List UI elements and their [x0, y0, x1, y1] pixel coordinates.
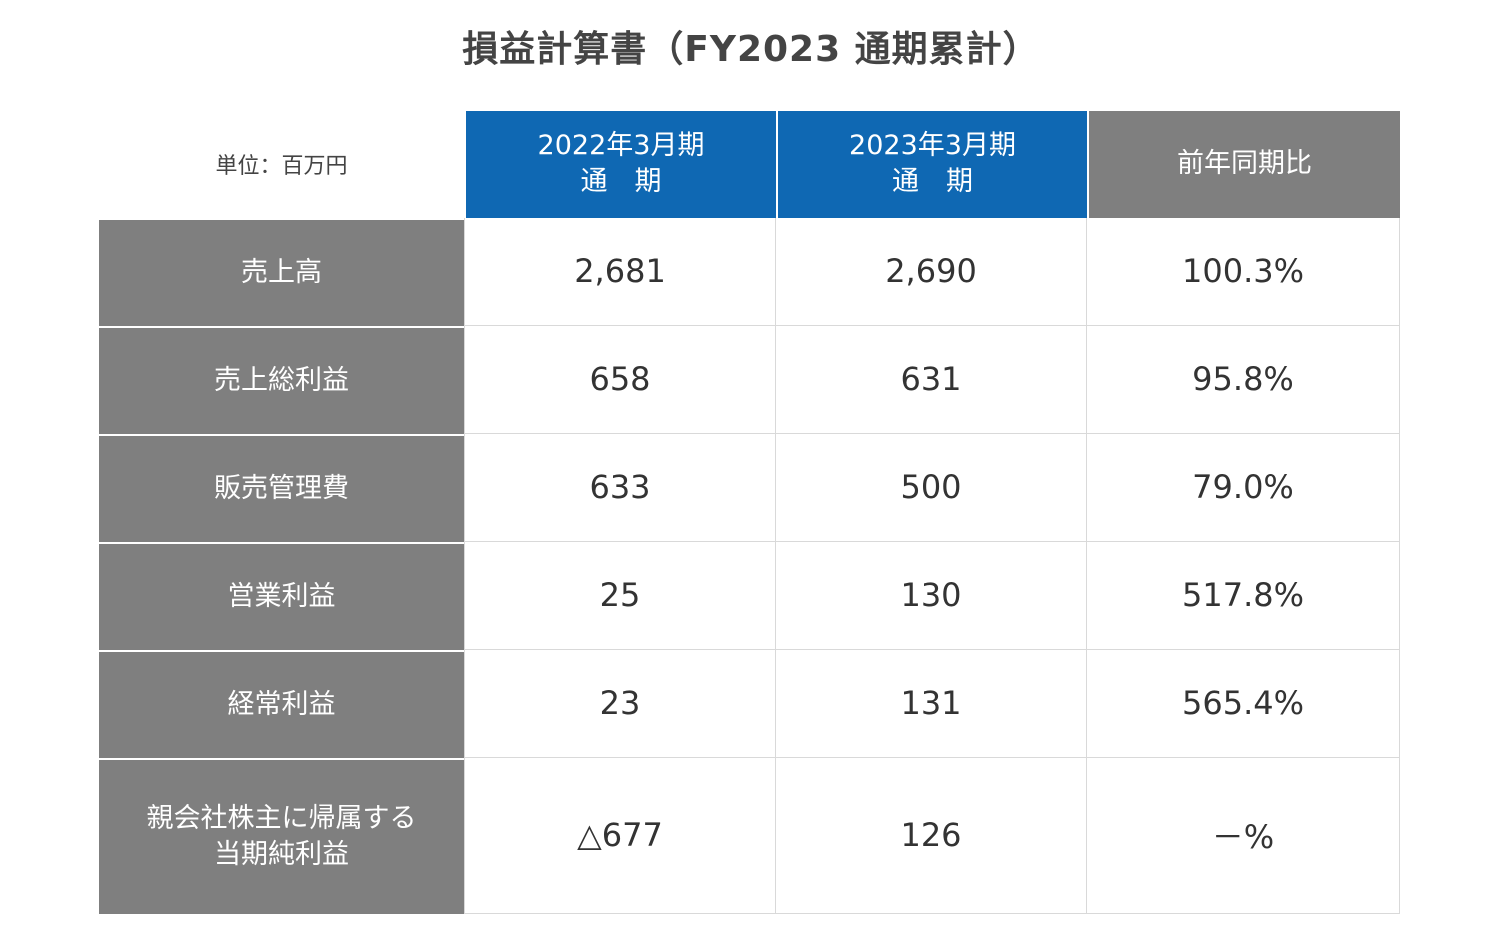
cell-fy2023: 2,690: [776, 217, 1087, 326]
row-label-line1: 親会社株主に帰属する: [146, 802, 417, 834]
cell-fy2023: 126: [776, 757, 1087, 914]
table-row: 売上総利益 658 631 95.8%: [99, 325, 1400, 434]
cell-fy2022: 633: [464, 433, 776, 542]
cell-fy2023: 131: [776, 649, 1087, 758]
column-header-fy2022-line2: 通 期: [580, 166, 662, 198]
cell-yoy: 100.3%: [1087, 217, 1400, 326]
row-label-line1: 経常利益: [227, 688, 336, 720]
row-label: 売上高: [99, 217, 464, 326]
row-label: 売上総利益: [99, 325, 464, 434]
cell-fy2022: 658: [464, 325, 776, 434]
table-row: 販売管理費 633 500 79.0%: [99, 433, 1400, 542]
row-label-line1: 販売管理費: [214, 472, 349, 504]
row-label: 販売管理費: [99, 433, 464, 542]
cell-yoy: 79.0%: [1087, 433, 1400, 542]
table-row: 売上高 2,681 2,690 100.3%: [99, 217, 1400, 326]
row-label-line1: 売上総利益: [214, 364, 349, 396]
page-title: 損益計算書（FY2023 通期累計）: [462, 29, 1040, 70]
cell-fy2022: 2,681: [464, 217, 776, 326]
table-row: 経常利益 23 131 565.4%: [99, 649, 1400, 758]
cell-yoy: 517.8%: [1087, 541, 1400, 650]
column-header-fy2022-line1: 2022年3月期: [537, 130, 705, 162]
cell-yoy: －%: [1087, 757, 1400, 914]
row-label: 経常利益: [99, 649, 464, 758]
cell-yoy: 565.4%: [1087, 649, 1400, 758]
column-header-yoy-line1: 前年同期比: [1177, 148, 1312, 180]
column-header-yoy: 前年同期比: [1087, 111, 1400, 218]
row-label: 営業利益: [99, 541, 464, 650]
table-row: 親会社株主に帰属する 当期純利益 △677 126 －%: [99, 757, 1400, 914]
cell-fy2023: 631: [776, 325, 1087, 434]
table-header-row: 単位：百万円 2022年3月期 通 期 2023年3月期 通 期 前年同期比: [99, 111, 1400, 218]
column-header-fy2023: 2023年3月期 通 期: [776, 111, 1087, 218]
cell-fy2022: 25: [464, 541, 776, 650]
column-header-fy2022: 2022年3月期 通 期: [464, 111, 776, 218]
row-label-line1: 売上高: [241, 256, 322, 288]
cell-fy2022: △677: [464, 757, 776, 914]
row-label-line1: 営業利益: [227, 580, 336, 612]
cell-fy2023: 130: [776, 541, 1087, 650]
row-label-line2: 当期純利益: [214, 838, 349, 870]
income-statement-table: 単位：百万円 2022年3月期 通 期 2023年3月期 通 期 前年同期比 売…: [99, 111, 1400, 914]
cell-fy2023: 500: [776, 433, 1087, 542]
cell-fy2022: 23: [464, 649, 776, 758]
column-header-fy2023-line2: 通 期: [892, 166, 973, 198]
cell-yoy: 95.8%: [1087, 325, 1400, 434]
row-label: 親会社株主に帰属する 当期純利益: [99, 757, 464, 914]
unit-label: 単位：百万円: [99, 111, 464, 218]
table-row: 営業利益 25 130 517.8%: [99, 541, 1400, 650]
column-header-fy2023-line1: 2023年3月期: [849, 130, 1016, 162]
